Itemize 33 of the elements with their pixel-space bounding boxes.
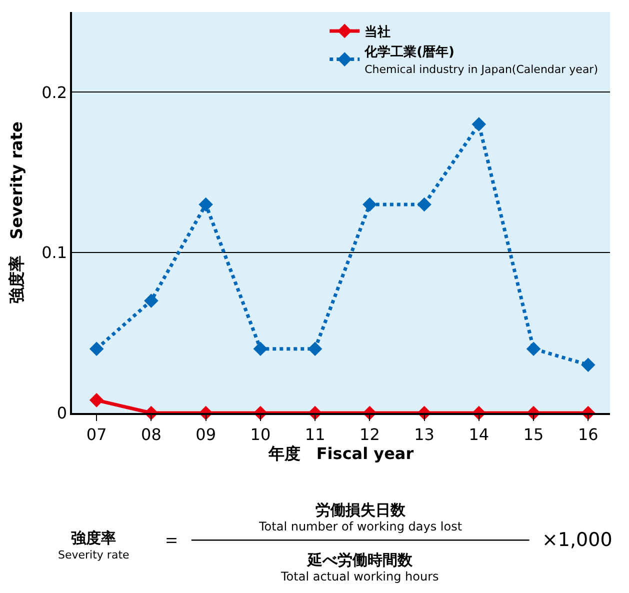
point [417, 197, 432, 212]
x-tick-label: 09 [196, 424, 216, 444]
y-tick-label: 0 [56, 404, 68, 423]
x-tick-label: 12 [360, 424, 380, 444]
y-tick-label: 0.1 [42, 243, 68, 262]
legend-label: 化学工業(暦年) Chemical industry in Japan(Calendar year) [364, 44, 598, 76]
x-tick-label: 11 [304, 424, 326, 444]
x-tick-label: 16 [578, 424, 598, 444]
y-axis-title: 強度率 Severity rate [6, 121, 26, 304]
legend-label: 当社 [364, 24, 391, 40]
point [144, 294, 158, 308]
y-tick-label: 0.2 [42, 82, 68, 102]
text: ×1,000 [542, 529, 612, 551]
x-tick-label: 13 [414, 424, 434, 444]
x-tick-label: 10 [250, 424, 271, 444]
point [526, 342, 541, 356]
point [253, 342, 268, 356]
point [581, 358, 596, 372]
x-tick-label: 15 [523, 424, 544, 444]
point [472, 117, 486, 132]
x-tick-label: 08 [141, 424, 162, 444]
point [89, 342, 104, 356]
text: ＝ [162, 529, 181, 551]
point [89, 393, 104, 408]
text: 強度率 Severity rate [58, 529, 130, 562]
point [198, 197, 213, 212]
text: 労働損失日数 Total number of working days lost [258, 501, 462, 534]
point [308, 342, 322, 356]
text: 延べ労働時間数 Total actual working hours [280, 551, 439, 584]
x-axis-title: 年度 Fiscal year [267, 444, 414, 463]
x-tick-label: 07 [86, 424, 107, 444]
point [362, 197, 377, 212]
x-tick-label: 14 [468, 424, 490, 444]
